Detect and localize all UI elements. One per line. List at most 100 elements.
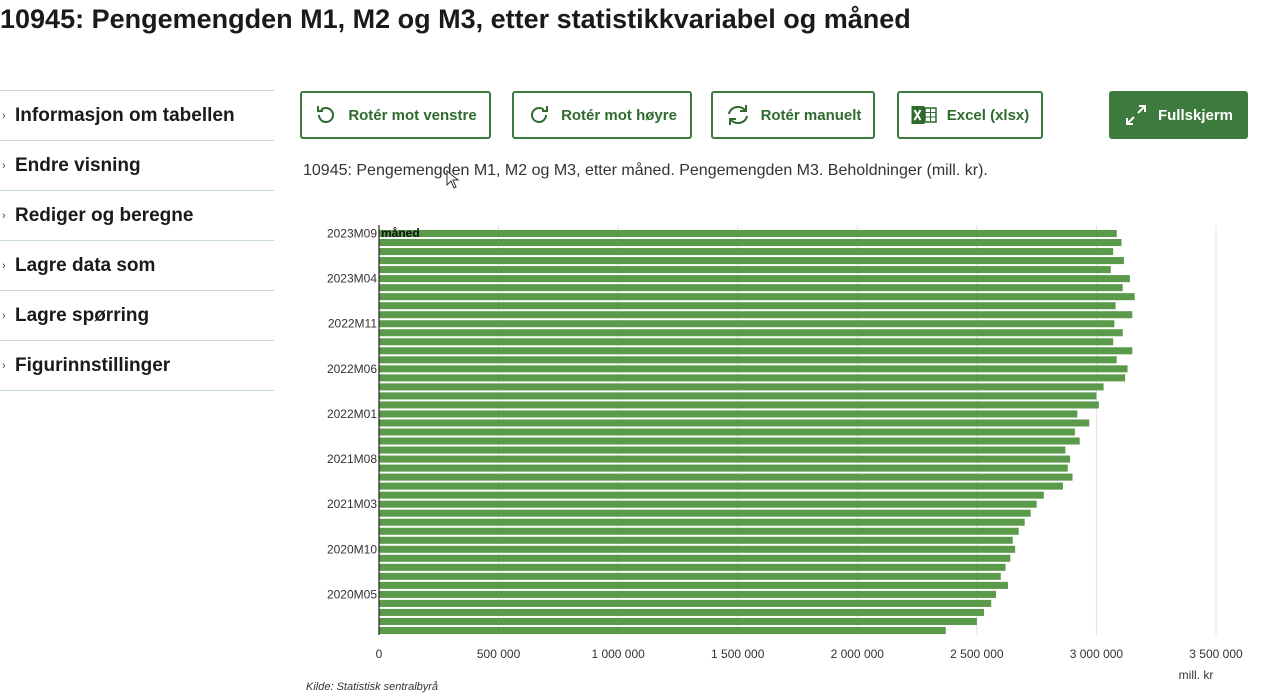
bar-2020M04	[379, 599, 992, 607]
source-note: Kilde: Statistisk sentralbyrå	[306, 681, 439, 693]
sidebar-item-rediger[interactable]: › Rediger og beregne	[0, 191, 274, 241]
category-label: 2021M03	[327, 497, 377, 511]
bar-2021M11	[379, 428, 1075, 436]
bar-2023M09	[379, 229, 1117, 238]
chevron-right-icon: ›	[2, 259, 6, 272]
bar-2020M10	[379, 545, 1016, 553]
category-label: 2023M04	[327, 272, 377, 286]
sidebar-item-lagre-sporring[interactable]: › Lagre spørring	[0, 291, 274, 341]
bar-layer	[379, 229, 1135, 635]
category-axis-label: måned	[381, 226, 420, 240]
x-tick-label: 2 500 000	[950, 647, 1004, 661]
sidebar-item-informasjon[interactable]: › Informasjon om tabellen	[0, 91, 274, 141]
bar-2022M12	[379, 311, 1133, 319]
bar-2021M06	[379, 473, 1073, 481]
page-title: 10945: Pengemengden M1, M2 og M3, etter …	[0, 4, 911, 34]
chart-title: 10945: Pengemengden M1, M2 og M3, etter …	[303, 162, 988, 179]
category-label: 2021M08	[327, 452, 377, 466]
chevron-right-icon: ›	[2, 309, 6, 322]
chevron-right-icon: ›	[2, 359, 6, 372]
bar-2022M10	[379, 329, 1123, 337]
mouse-cursor-icon	[446, 170, 460, 189]
sidebar-item-figurinnstillinger[interactable]: › Figurinnstillinger	[0, 341, 274, 391]
bar-2022M11	[379, 320, 1115, 328]
sidebar-item-lagre-data[interactable]: › Lagre data som	[0, 241, 274, 291]
sidebar-item-label: Lagre spørring	[15, 304, 150, 326]
excel-label: Excel (xlsx)	[946, 106, 1030, 124]
bar-2022M04	[379, 383, 1104, 391]
category-labels: 2023M09 2023M04 2022M11 2022M06 2022M01 2021M…	[327, 227, 377, 602]
fullscreen-label: Fullskjerm	[1157, 106, 1234, 124]
x-tick-labels: 0 500 000 1 000 000 1 500 000 2 000 000 2 500…	[376, 647, 1243, 661]
rotate-left-icon	[317, 106, 335, 123]
sidebar-item-label: Rediger og beregne	[15, 204, 194, 226]
category-label: 2022M06	[327, 362, 377, 376]
excel-icon	[911, 106, 937, 124]
sidebar-item-label: Lagre data som	[15, 254, 156, 276]
rotate-manual-icon	[727, 105, 748, 125]
rotate-right-label: Rotér mot høyre	[561, 106, 677, 124]
sidebar-item-endre-visning[interactable]: › Endre visning	[0, 141, 274, 191]
bar-2021M03	[379, 500, 1037, 508]
bar-2021M05	[379, 482, 1063, 490]
bar-2023M07	[379, 248, 1114, 256]
bar-2022M03	[379, 392, 1097, 400]
excel-export-button[interactable]: Excel (xlsx)	[897, 91, 1043, 139]
bar-2021M12	[379, 419, 1090, 427]
bar-2020M09	[379, 554, 1011, 562]
bar-2020M12	[379, 527, 1019, 535]
x-tick-label: 0	[376, 647, 383, 661]
bar-2021M02	[379, 509, 1031, 517]
bar-2023M02	[379, 293, 1135, 301]
bar-2022M01	[379, 410, 1078, 418]
chevron-right-icon: ›	[2, 159, 6, 172]
bar-2022M06	[379, 365, 1128, 373]
chevron-right-icon: ›	[2, 109, 6, 122]
bar-2021M01	[379, 518, 1025, 526]
bar-2020M01	[379, 626, 946, 635]
bar-2021M04	[379, 491, 1044, 499]
sidebar-item-label: Informasjon om tabellen	[15, 104, 235, 126]
bar-2023M05	[379, 266, 1111, 274]
category-label: 2022M11	[328, 317, 377, 331]
x-tick-label: 3 500 000	[1189, 647, 1243, 661]
x-tick-label: 500 000	[477, 647, 521, 661]
rotate-right-icon	[531, 106, 549, 123]
chevron-right-icon: ›	[2, 209, 6, 222]
x-tick-label: 1 500 000	[711, 647, 765, 661]
sidebar-item-label: Figurinnstillinger	[15, 354, 171, 376]
fullscreen-button[interactable]: Fullskjerm	[1109, 91, 1248, 139]
bar-2021M08	[379, 455, 1071, 463]
bar-2021M10	[379, 437, 1080, 445]
category-label: 2020M05	[327, 587, 377, 601]
rotate-left-label: Rotér mot venstre	[348, 106, 477, 124]
bar-2022M05	[379, 374, 1126, 382]
bar-2022M07	[379, 356, 1117, 364]
bar-2023M06	[379, 257, 1124, 265]
bar-2021M07	[379, 464, 1068, 472]
bar-2023M03	[379, 284, 1123, 292]
bar-2020M07	[379, 572, 1001, 580]
fullscreen-icon	[1125, 105, 1146, 125]
x-tick-label: 2 000 000	[831, 647, 885, 661]
rotate-manual-label: Rotér manuelt	[760, 106, 862, 124]
bar-2020M03	[379, 608, 985, 616]
bar-2020M06	[379, 581, 1008, 589]
sidebar: › Informasjon om tabellen › Endre visnin…	[0, 90, 274, 391]
rotate-left-button[interactable]: Rotér mot venstre	[300, 91, 491, 139]
bar-2023M04	[379, 275, 1130, 283]
category-label: 2023M09	[327, 227, 377, 241]
bar-2023M01	[379, 302, 1116, 310]
bar-2023M08	[379, 239, 1122, 247]
category-label: 2020M10	[327, 542, 377, 556]
bar-2021M09	[379, 446, 1066, 454]
bar-2022M09	[379, 338, 1114, 346]
bar-chart: 2023M09 2023M04 2022M11 2022M06 2022M01 2021M…	[327, 225, 1243, 682]
category-label: 2022M01	[327, 407, 377, 421]
sidebar-item-label: Endre visning	[15, 154, 141, 176]
value-axis-label: mill. kr	[1179, 668, 1214, 682]
rotate-right-button[interactable]: Rotér mot høyre	[512, 91, 692, 139]
bar-2020M05	[379, 590, 996, 598]
bar-2020M08	[379, 563, 1006, 571]
rotate-manual-button[interactable]: Rotér manuelt	[711, 91, 875, 139]
